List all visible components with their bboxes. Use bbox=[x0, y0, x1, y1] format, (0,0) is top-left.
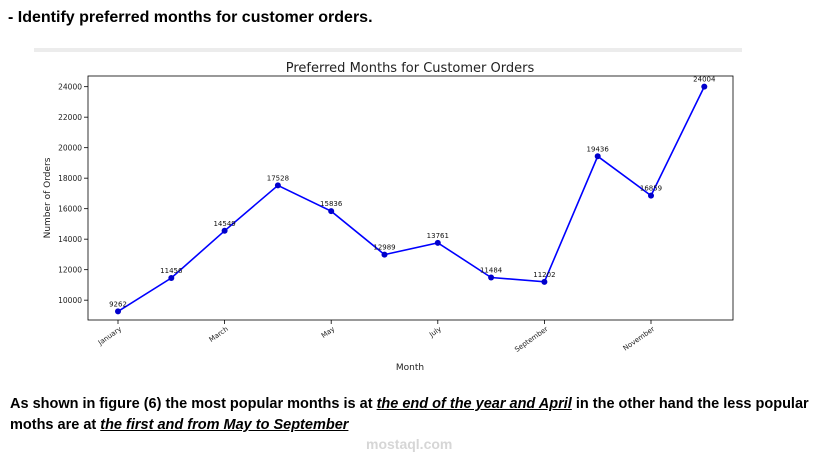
analysis-paragraph: As shown in figure (6) the most popular … bbox=[10, 394, 810, 436]
data-point bbox=[381, 251, 388, 258]
paragraph-emphasis-1: the end of the year and April bbox=[376, 396, 572, 412]
data-point bbox=[434, 239, 441, 246]
data-point bbox=[594, 153, 601, 160]
data-point bbox=[701, 83, 708, 90]
x-tick-label: September bbox=[513, 325, 549, 354]
y-tick-label: 20000 bbox=[58, 144, 82, 153]
x-axis-label: Month bbox=[396, 363, 424, 373]
data-label: 13761 bbox=[427, 232, 449, 240]
y-axis: 10000 12000 14000 16000 18000 20000 22000 24000 bbox=[58, 83, 88, 305]
y-tick-label: 16000 bbox=[58, 205, 82, 214]
x-tick-label: November bbox=[622, 325, 657, 353]
data-labels: 9262 11456 14549 17528 15836 12989 13761 11484 1… bbox=[109, 76, 716, 309]
chart-svg: Preferred Months for Customer Orders 100… bbox=[43, 61, 734, 373]
data-point bbox=[274, 182, 281, 189]
paragraph-text-2: in the other hand the less popular moths… bbox=[10, 396, 809, 433]
y-tick-label: 10000 bbox=[58, 296, 82, 305]
section-heading: - Identify preferred months for customer… bbox=[8, 9, 373, 26]
data-point bbox=[488, 274, 495, 281]
line-chart: Preferred Months for Customer Orders 100… bbox=[0, 52, 827, 382]
plot-frame bbox=[87, 75, 734, 321]
data-label: 15836 bbox=[320, 200, 343, 208]
data-label: 16859 bbox=[640, 185, 662, 193]
data-point bbox=[221, 227, 228, 234]
y-tick-label: 18000 bbox=[58, 174, 82, 183]
data-label: 12989 bbox=[373, 244, 395, 252]
data-point bbox=[115, 308, 121, 315]
data-point bbox=[328, 208, 335, 215]
data-label: 14549 bbox=[213, 220, 235, 228]
y-axis-label: Number of Orders bbox=[43, 157, 53, 238]
data-label: 11202 bbox=[533, 271, 555, 279]
y-tick-label: 12000 bbox=[58, 266, 82, 275]
data-point bbox=[648, 192, 654, 199]
divider bbox=[34, 48, 742, 52]
y-tick-label: 14000 bbox=[58, 235, 82, 244]
chart-title: Preferred Months for Customer Orders bbox=[286, 61, 535, 76]
x-tick-label: May bbox=[320, 325, 336, 340]
paragraph-emphasis-2: the first and from May to September bbox=[100, 417, 349, 433]
y-tick-label: 24000 bbox=[58, 83, 82, 92]
data-label: 17528 bbox=[267, 174, 289, 182]
data-label: 24004 bbox=[693, 76, 716, 84]
paragraph-text-1: As shown in figure (6) the most popular … bbox=[10, 396, 377, 412]
data-points bbox=[115, 83, 708, 315]
data-label: 9262 bbox=[109, 300, 127, 308]
watermark: mostaql.com bbox=[366, 436, 453, 452]
data-point bbox=[168, 274, 175, 281]
data-label: 11484 bbox=[480, 267, 503, 275]
y-tick-label: 22000 bbox=[58, 113, 82, 122]
data-label: 19436 bbox=[587, 145, 610, 153]
x-axis: January March May July September November bbox=[96, 320, 656, 354]
data-point bbox=[541, 278, 548, 285]
series-line bbox=[117, 86, 706, 313]
x-tick-label: March bbox=[208, 325, 230, 344]
x-tick-label: January bbox=[96, 325, 123, 347]
x-tick-label: July bbox=[427, 325, 443, 339]
data-label: 11456 bbox=[160, 267, 183, 275]
